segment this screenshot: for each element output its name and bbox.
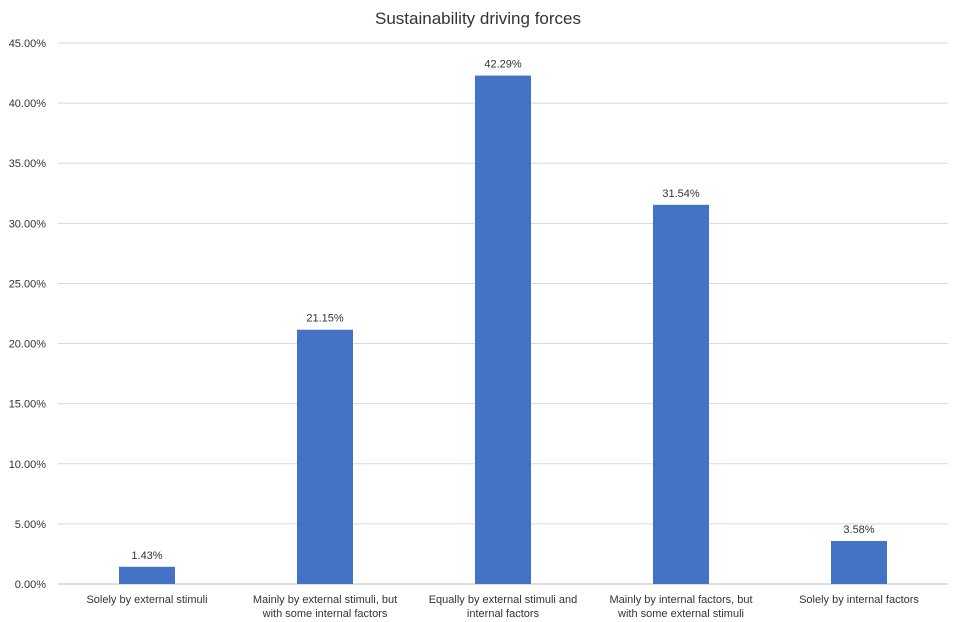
y-tick-label: 45.00% — [9, 38, 47, 50]
x-category-label: with some internal factors — [262, 608, 388, 620]
x-category-label: Solely by external stimuli — [86, 594, 207, 606]
data-label: 3.58% — [843, 524, 874, 536]
y-tick-label: 20.00% — [9, 339, 47, 351]
data-label: 21.15% — [306, 313, 344, 325]
bar — [653, 204, 709, 585]
y-tick-label: 40.00% — [9, 98, 47, 110]
y-tick-label: 35.00% — [9, 158, 47, 170]
data-label: 1.43% — [131, 550, 162, 562]
bars — [119, 75, 887, 585]
x-category-label: internal factors — [467, 608, 540, 620]
x-category-label: Equally by external stimuli and — [429, 594, 578, 606]
data-label: 42.29% — [484, 59, 522, 71]
category-labels: Solely by external stimuli Mainly by exte… — [86, 594, 919, 620]
bar — [831, 540, 887, 584]
y-tick-label: 0.00% — [15, 579, 46, 591]
x-category-label: Mainly by internal factors, but — [609, 594, 752, 606]
x-category-label: Solely by internal factors — [799, 594, 919, 606]
data-label: 31.54% — [662, 188, 700, 200]
bar — [297, 329, 353, 584]
y-tick-label: 25.00% — [9, 278, 47, 290]
x-category-label: with some external stimuli — [617, 608, 744, 620]
y-tick-label: 10.00% — [9, 459, 47, 471]
bar — [475, 75, 531, 584]
y-tick-label: 5.00% — [15, 519, 46, 531]
data-labels: 1.43% 21.15% 42.29% 31.54% 3.58% — [131, 59, 874, 562]
chart-title: Sustainability driving forces — [375, 9, 581, 28]
y-tick-label: 30.00% — [9, 218, 47, 230]
bar — [119, 566, 175, 584]
y-tick-label: 15.00% — [9, 399, 47, 411]
y-axis-ticks: 0.00% 5.00% 10.00% 15.00% 20.00% 25.00% 30.00%… — [9, 38, 47, 591]
x-category-label: Mainly by external stimuli, but — [253, 594, 397, 606]
